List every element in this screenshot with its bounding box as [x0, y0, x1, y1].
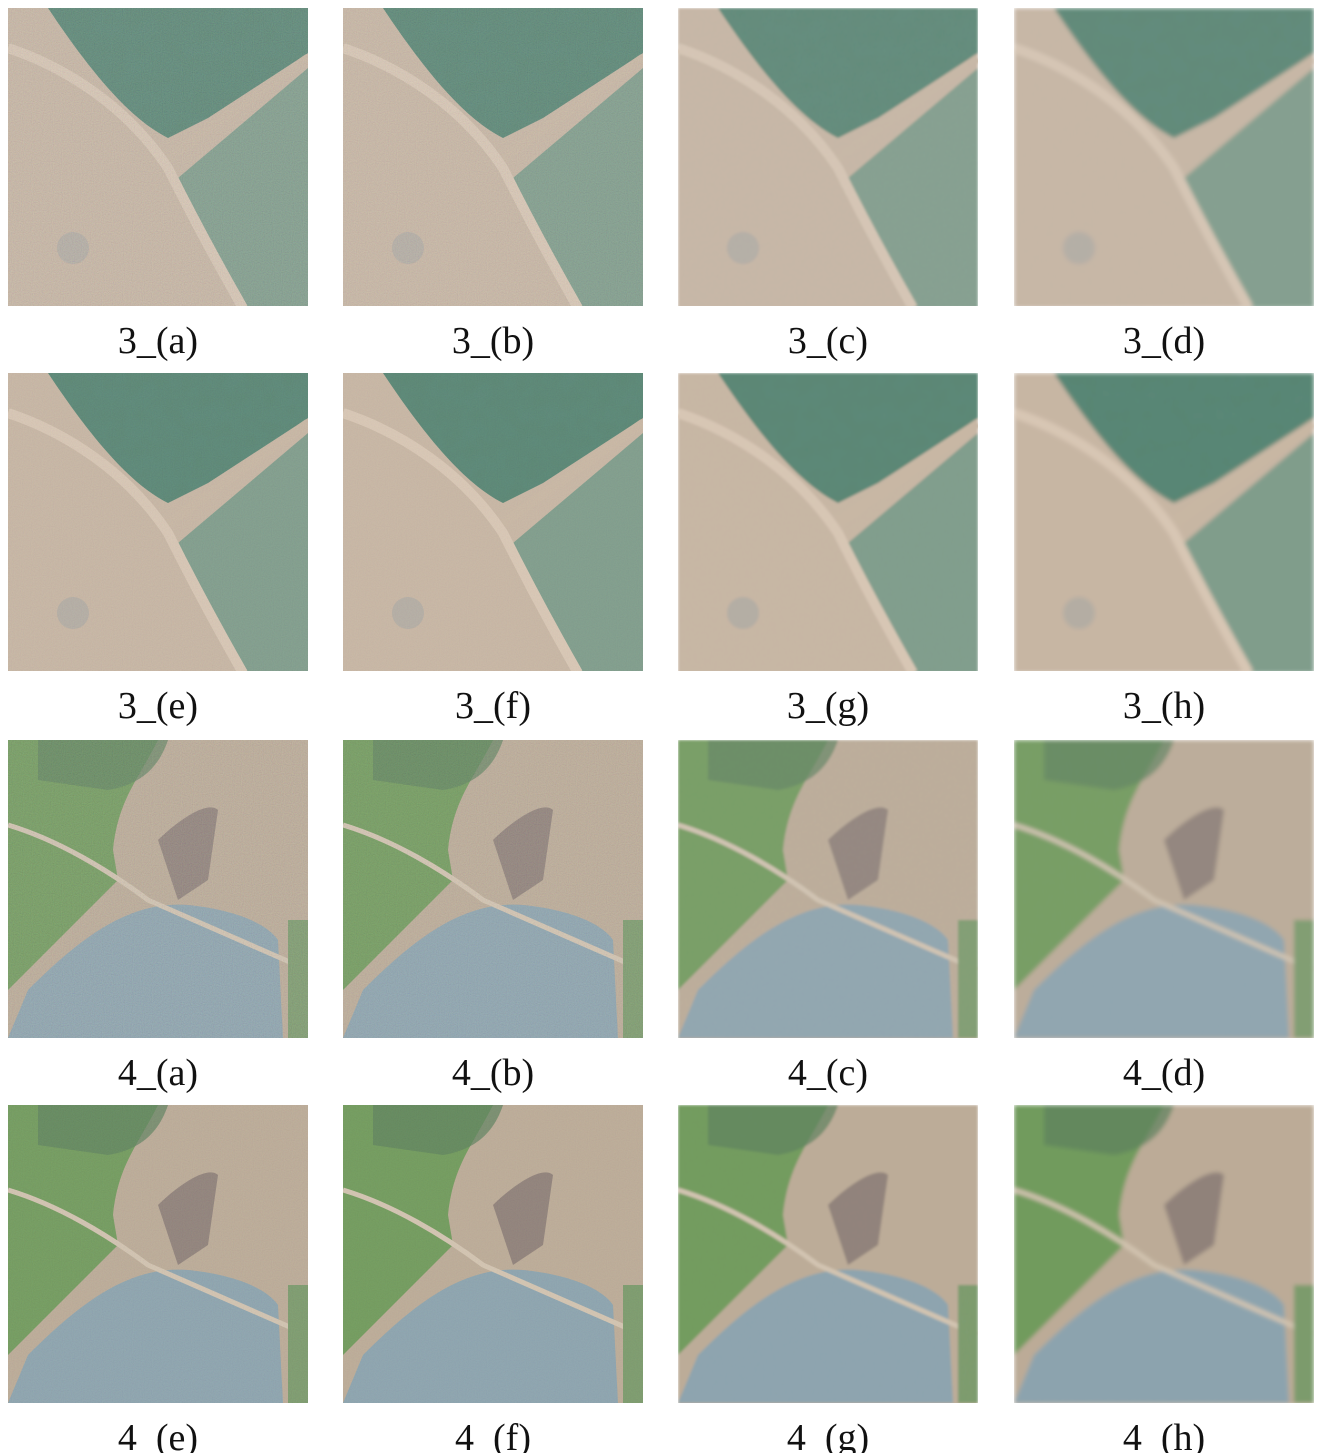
panel-label: 4_(g)	[787, 1417, 869, 1453]
panel-label: 4_(h)	[1123, 1417, 1205, 1453]
panel: 4_(a)	[8, 740, 308, 1094]
panel-label: 3_(d)	[1123, 320, 1205, 362]
panel: 4_(c)	[678, 740, 978, 1094]
noise	[1014, 373, 1314, 673]
panel-image	[678, 740, 978, 1040]
noise	[678, 373, 978, 673]
panel-image	[343, 373, 643, 673]
panel: 4_(h)	[1014, 1105, 1314, 1453]
panel: 3_(c)	[678, 8, 978, 362]
panel: 3_(a)	[8, 8, 308, 362]
noise	[678, 8, 978, 308]
panel-label: 3_(c)	[788, 320, 868, 362]
panel-label: 3_(f)	[455, 685, 531, 727]
panel-image	[8, 740, 308, 1040]
panel: 3_(f)	[343, 373, 643, 727]
noise	[343, 8, 643, 308]
noise	[1014, 8, 1314, 308]
noise	[1014, 1105, 1314, 1405]
panel-label: 4_(b)	[452, 1052, 534, 1094]
panel-image	[343, 8, 643, 308]
panel: 3_(b)	[343, 8, 643, 362]
panel-label: 3_(a)	[118, 320, 198, 362]
panel-image	[343, 1105, 643, 1405]
noise	[678, 740, 978, 1040]
panel-label: 3_(e)	[118, 685, 198, 727]
panel-image	[678, 8, 978, 308]
figure: 3_(a) 3_(b) 3_(c) 3_(d) 3_(e) 3_(f) 3_(g) 3_(h)…	[0, 0, 1319, 1453]
panel-image	[8, 8, 308, 308]
panel-label: 4_(a)	[118, 1052, 198, 1094]
panel-image	[8, 373, 308, 673]
panel-label: 4_(c)	[788, 1052, 868, 1094]
noise	[343, 1105, 643, 1405]
panel-image	[1014, 373, 1314, 673]
panel-image	[1014, 1105, 1314, 1405]
panel-image	[343, 740, 643, 1040]
panel: 3_(d)	[1014, 8, 1314, 362]
noise	[8, 373, 308, 673]
panel: 3_(e)	[8, 373, 308, 727]
noise	[343, 740, 643, 1040]
panel: 4_(b)	[343, 740, 643, 1094]
panel: 4_(e)	[8, 1105, 308, 1453]
panel-label: 4_(e)	[118, 1417, 198, 1453]
panel-image	[678, 373, 978, 673]
panel-grid: 3_(a) 3_(b) 3_(c) 3_(d) 3_(e) 3_(f) 3_(g) 3_(h)…	[8, 8, 1314, 1453]
panel-image	[678, 1105, 978, 1405]
panel-image	[8, 1105, 308, 1405]
noise	[8, 740, 308, 1040]
panel: 3_(g)	[678, 373, 978, 727]
noise	[678, 1105, 978, 1405]
panel: 4_(d)	[1014, 740, 1314, 1094]
panel-label: 3_(b)	[452, 320, 534, 362]
panel-label: 3_(g)	[787, 685, 869, 727]
panel-label: 3_(h)	[1123, 685, 1205, 727]
panel-label: 4_(f)	[455, 1417, 531, 1453]
panel-image	[1014, 8, 1314, 308]
panel: 3_(h)	[1014, 373, 1314, 727]
panel: 4_(f)	[343, 1105, 643, 1453]
noise	[343, 373, 643, 673]
noise	[8, 1105, 308, 1405]
noise	[8, 8, 308, 308]
panel-label: 4_(d)	[1123, 1052, 1205, 1094]
panel-image	[1014, 740, 1314, 1040]
panel: 4_(g)	[678, 1105, 978, 1453]
noise	[1014, 740, 1314, 1040]
